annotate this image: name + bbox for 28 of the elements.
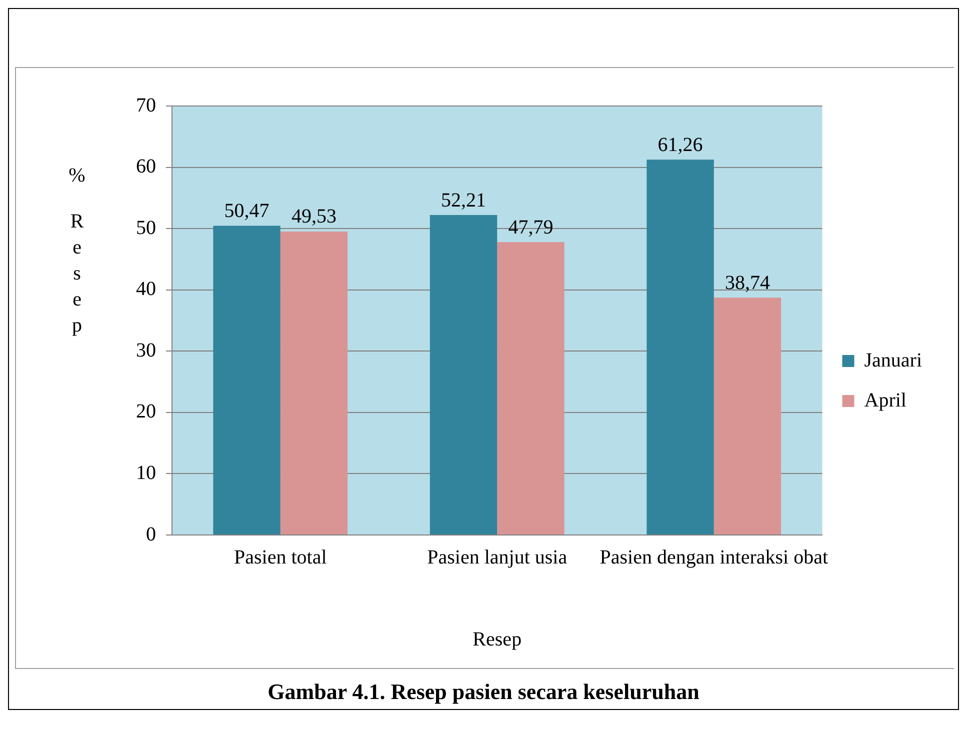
bar — [280, 231, 348, 534]
bar — [714, 298, 782, 534]
x-tick-label: Pasien lanjut usia — [427, 546, 568, 568]
bar — [646, 160, 714, 534]
x-tick-label: Pasien total — [234, 546, 328, 568]
text: Gambar 4.1. Resep pasien secara keseluruhan — [266, 679, 700, 705]
data-label: 38,74 — [724, 272, 770, 294]
y-tick-label: 40 — [136, 278, 156, 300]
x-axis-title: Resep — [472, 628, 522, 650]
data-label: 50,47 — [224, 200, 270, 222]
data-label: 52,21 — [441, 189, 486, 212]
data-label: 61,26 — [658, 134, 703, 156]
bar — [497, 242, 564, 534]
y-tick-label: 50 — [136, 216, 156, 239]
y-tick-label: 70 — [136, 94, 156, 116]
chart-frame: Resep Januari April Pasien total Pasien lanjut usia Pasien dengan interaksi obat 0 10 20 30 40 50 60 70 50,47 52,21 61,26 49,53 47,79 38,74 % Resep — [15, 67, 954, 669]
y-tick-label: 60 — [136, 156, 156, 178]
legend-label: Januari — [864, 349, 922, 372]
y-tick-label: 30 — [136, 339, 156, 362]
data-label: 47,79 — [508, 216, 554, 238]
data-label: 49,53 — [291, 206, 336, 228]
y-tick-label: 10 — [136, 462, 156, 484]
bar — [213, 226, 280, 534]
y-tick-label: 20 — [136, 400, 156, 423]
bar — [430, 215, 498, 534]
legend-label: April — [864, 389, 907, 412]
x-tick-label: Pasien dengan interaksi obat — [600, 546, 828, 568]
y-tick-label: 0 — [146, 523, 156, 546]
